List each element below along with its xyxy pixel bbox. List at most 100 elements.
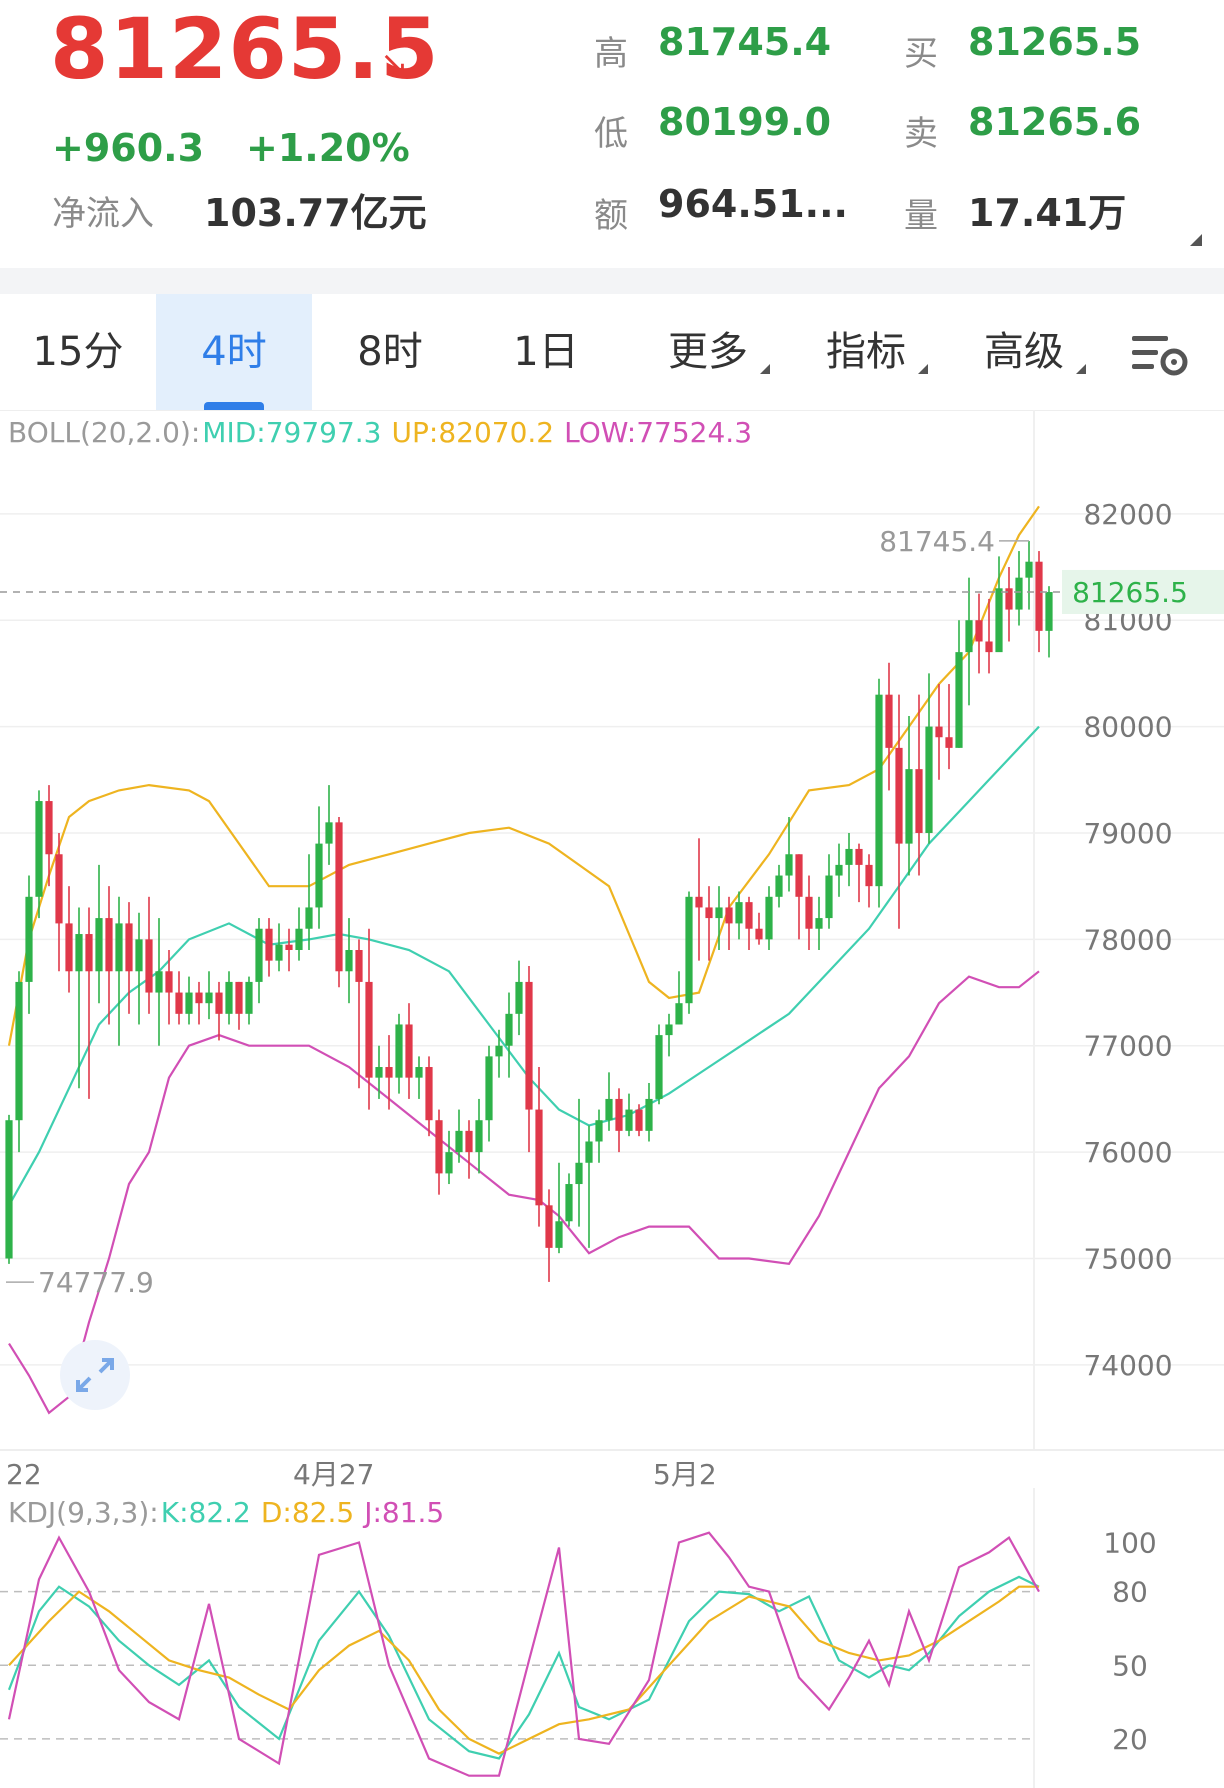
candle-body — [915, 769, 923, 833]
candle-body — [105, 918, 113, 972]
candle-body — [635, 1109, 643, 1131]
tab-advanced[interactable]: 高级 — [976, 294, 1086, 410]
dropdown-corner-icon — [918, 364, 928, 374]
candle-body — [595, 1120, 603, 1142]
candle-body — [1015, 577, 1023, 610]
tab-label: 8时 — [357, 329, 423, 375]
candle-body — [935, 726, 943, 738]
candle-body — [315, 843, 323, 908]
candle-body — [485, 1056, 493, 1121]
kdj-k-line — [7, 1575, 1040, 1760]
net-inflow-value: 103.77亿元 — [204, 191, 427, 235]
candle-body — [405, 1024, 413, 1078]
price-change: +960.3 — [52, 126, 205, 170]
y-tick-label: 75000 — [1083, 1243, 1172, 1276]
chart-settings-icon[interactable] — [1130, 330, 1190, 378]
boll-upper-line — [7, 505, 1040, 1046]
amount-label: 额 — [594, 196, 628, 236]
low-label: 低 — [594, 114, 628, 154]
tab-15min[interactable]: 15分 — [0, 294, 156, 410]
kdj-legend-k: K:82.2 — [160, 1496, 251, 1529]
candle-body — [395, 1024, 403, 1078]
kdj-legend-name: KDJ(9,3,3): — [8, 1496, 159, 1529]
candle-body — [905, 769, 913, 844]
candle-body — [1025, 561, 1033, 578]
candle-body — [25, 896, 33, 982]
high-value: 81745.4 — [658, 20, 832, 64]
candle-body — [795, 854, 803, 897]
candle-body — [555, 1221, 563, 1248]
kdj-tick-label: 80 — [1112, 1576, 1148, 1609]
tab-8h[interactable]: 8时 — [312, 294, 468, 410]
y-tick-label: 79000 — [1083, 817, 1172, 850]
low-value: 80199.0 — [658, 100, 832, 144]
candle-body — [525, 981, 533, 1110]
candle-body — [895, 747, 903, 844]
max-price-label: 81745.4 — [879, 525, 995, 558]
high-label: 高 — [594, 34, 628, 74]
candle-body — [825, 875, 833, 919]
candle-body — [55, 854, 63, 924]
boll-legend-name: BOLL(20,2.0): — [8, 416, 201, 449]
sell-value: 81265.6 — [968, 100, 1142, 144]
x-axis-label: 4月27 — [293, 1458, 374, 1488]
candle-body — [1035, 561, 1043, 631]
candle-body — [145, 939, 153, 993]
candle-body — [805, 896, 813, 929]
candle-body — [435, 1120, 443, 1174]
candle-body — [345, 950, 353, 972]
candle-body — [15, 981, 23, 1121]
candlestick-chart[interactable]: 8200081000800007900078000770007600075000… — [0, 410, 1224, 1488]
buy-label: 买 — [904, 34, 938, 74]
kdj-j-line — [7, 1531, 1040, 1777]
candle-body — [475, 1120, 483, 1153]
candle-body — [125, 923, 133, 972]
candle-body — [845, 848, 853, 865]
candle-body — [975, 620, 983, 642]
candle-body — [285, 944, 293, 950]
expand-arrows-icon — [76, 1358, 114, 1392]
candle-body — [135, 939, 143, 972]
candle-body — [505, 1013, 513, 1046]
trend-down-arrow-icon: ↘ — [380, 44, 409, 84]
candle-body — [165, 971, 173, 993]
candle-body — [445, 1152, 453, 1174]
candle-body — [925, 726, 933, 833]
candle-body — [545, 1205, 553, 1248]
candle-body — [885, 694, 893, 748]
candle-body — [835, 864, 843, 876]
current-price-label: 81265.5 — [1072, 576, 1188, 609]
kdj-legend: KDJ(9,3,3):K:82.2 D:82.5 J:81.5 — [8, 1496, 454, 1529]
x-axis-label: 5月2 — [653, 1458, 717, 1488]
tab-more[interactable]: 更多 — [660, 294, 770, 410]
candle-body — [45, 801, 53, 855]
tab-label: 指标 — [826, 329, 906, 375]
tab-indicators[interactable]: 指标 — [818, 294, 928, 410]
candle-body — [215, 992, 223, 1014]
tab-4h[interactable]: 4时 — [156, 294, 312, 410]
candle-body — [705, 907, 713, 919]
candle-body — [65, 923, 73, 972]
kdj-tick-label: 50 — [1112, 1649, 1148, 1682]
candle-body — [495, 1045, 503, 1057]
dropdown-corner-icon — [1076, 364, 1086, 374]
candle-body — [355, 950, 363, 982]
candle-body — [35, 801, 43, 897]
boll-legend-up: UP:82070.2 — [391, 416, 555, 449]
amount-value: 964.51... — [658, 182, 848, 226]
y-tick-label: 80000 — [1083, 711, 1172, 744]
expand-corner-icon[interactable] — [1190, 234, 1202, 246]
tab-1d[interactable]: 1日 — [468, 294, 624, 410]
candle-body — [965, 620, 973, 653]
kdj-legend-d: D:82.5 — [260, 1496, 355, 1529]
candle-body — [1045, 592, 1053, 631]
current-price-tag — [1062, 569, 1224, 614]
candle-body — [865, 864, 873, 887]
candle-body — [175, 992, 183, 1014]
active-tab-indicator — [204, 402, 264, 410]
quote-header: 81265.5 ↘ +960.3 +1.20% 净流入 103.77亿元 高 8… — [0, 0, 1224, 268]
zoom-expand-icon[interactable] — [60, 1340, 130, 1410]
kdj-chart[interactable]: 100 80 50 20 — [0, 1488, 1224, 1788]
kdj-tick-label: 20 — [1112, 1723, 1148, 1756]
tab-label: 更多 — [668, 329, 748, 375]
